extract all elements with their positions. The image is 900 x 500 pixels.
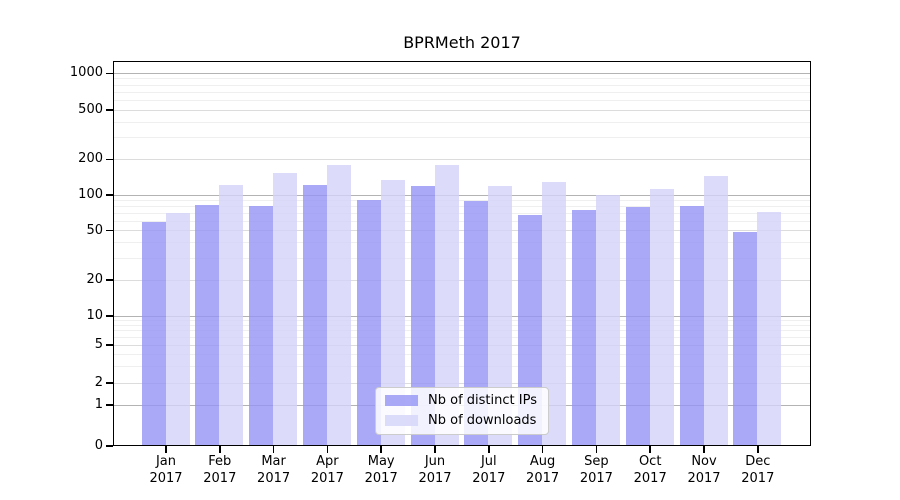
gridline-minor-800 (114, 84, 810, 86)
x-tick-label-dec: Dec 2017 (741, 454, 775, 486)
y-tick-1 (106, 404, 113, 406)
gridline-minor-700 (114, 91, 810, 93)
bar-downloads-sep (595, 194, 620, 445)
y-tick-label-1000: 1000 (69, 65, 103, 81)
x-tick-jan (165, 446, 167, 453)
gridline-minor-600 (114, 99, 810, 101)
x-tick-mar (272, 446, 275, 453)
gridline-minor-6 (114, 336, 810, 338)
bar-ips-oct (625, 207, 650, 445)
y-tick-20 (106, 279, 113, 281)
x-tick-label-may: May 2017 (364, 454, 398, 486)
y-tick-label-100: 100 (78, 187, 103, 202)
y-tick-label-1: 1 (94, 397, 103, 412)
x-tick-dec (757, 446, 759, 453)
x-tick-jun (434, 446, 436, 453)
bar-downloads-dec (757, 211, 782, 445)
x-tick-label-oct: Oct 2017 (633, 454, 667, 486)
x-tick-label-sep: Sep 2017 (579, 454, 613, 486)
gridline-2 (114, 382, 810, 384)
gridline-20 (114, 279, 810, 281)
x-tick-aug (541, 446, 544, 453)
gridline-minor-7 (114, 330, 810, 332)
gridline-minor-300 (114, 136, 810, 138)
bar-ips-mar (249, 205, 274, 445)
gridline-minor-4 (114, 353, 810, 355)
x-tick-apr (326, 446, 329, 453)
y-tick-5 (106, 344, 113, 346)
x-tick-may (380, 446, 382, 453)
y-tick-label-500: 500 (78, 102, 103, 117)
gridline-minor-3 (114, 365, 810, 367)
gridline-50 (114, 230, 810, 232)
legend-swatch-downloads (385, 415, 419, 426)
gridline-minor-90 (114, 199, 810, 201)
bar-downloads-nov (703, 176, 728, 445)
gridline-minor-30 (114, 257, 810, 259)
y-tick-label-2: 2 (94, 375, 103, 390)
bar-ips-jan (141, 221, 166, 445)
legend-label-distinct-ips: Nb of distinct IPs (428, 393, 537, 408)
bar-ips-sep (571, 209, 596, 445)
gridline-minor-900 (114, 78, 810, 80)
x-tick-label-mar: Mar 2017 (257, 454, 291, 486)
y-tick-label-200: 200 (78, 151, 103, 167)
bar-downloads-jan (165, 213, 190, 445)
gridline-minor-70 (114, 212, 810, 214)
legend-label-downloads: Nb of downloads (428, 413, 537, 428)
y-tick-label-5: 5 (94, 337, 103, 352)
y-tick-label-10: 10 (86, 308, 103, 323)
gridline-100 (114, 194, 810, 196)
x-tick-oct (649, 446, 651, 453)
gridline-1000 (114, 72, 810, 74)
gridline-minor-9 (114, 319, 810, 321)
gridline-200 (114, 158, 810, 160)
legend-item-distinct-ips: Nb of distinct IPs (385, 393, 537, 408)
y-tick-100 (106, 194, 113, 196)
gridline-minor-80 (114, 205, 810, 207)
y-tick-label-0: 0 (94, 438, 103, 453)
bar-ips-feb (195, 205, 220, 445)
legend-swatch-distinct-ips (385, 395, 419, 406)
y-tick-10 (106, 315, 113, 317)
x-tick-label-jul: Jul 2017 (472, 454, 506, 486)
x-tick-label-jan: Jan 2017 (149, 454, 183, 486)
y-tick-50 (106, 229, 113, 232)
bar-downloads-mar (273, 172, 298, 445)
x-tick-label-nov: Nov 2017 (687, 454, 721, 486)
y-tick-label-20: 20 (86, 272, 103, 287)
legend: Nb of distinct IPs Nb of downloads (375, 387, 549, 435)
bar-ips-dec (733, 231, 758, 445)
y-tick-1000 (106, 72, 113, 75)
bar-ips-nov (679, 205, 704, 445)
bar-downloads-feb (219, 184, 244, 445)
bar-downloads-oct (649, 188, 674, 445)
gridline-10 (114, 315, 810, 317)
bar-ips-apr (302, 185, 327, 445)
x-tick-label-apr: Apr 2017 (310, 454, 344, 486)
y-tick-2 (106, 382, 113, 384)
gridline-minor-40 (114, 242, 810, 244)
y-tick-0 (106, 445, 113, 447)
x-tick-sep (595, 446, 598, 453)
gridline-minor-8 (114, 324, 810, 326)
x-tick-nov (703, 446, 705, 453)
y-tick-label-50: 50 (86, 222, 103, 238)
legend-item-downloads: Nb of downloads (385, 413, 537, 428)
y-tick-500 (106, 109, 113, 111)
gridline-minor-400 (114, 121, 810, 123)
y-tick-200 (106, 158, 113, 161)
chart-title: BPRMeth 2017 (403, 33, 521, 52)
plot-area: Nb of distinct IPs Nb of downloads (113, 61, 811, 446)
gridline-minor-60 (114, 220, 810, 222)
bar-downloads-apr (326, 164, 351, 445)
x-tick-label-jun: Jun 2017 (418, 454, 452, 486)
gridline-5 (114, 344, 810, 346)
x-tick-jul (488, 446, 490, 453)
gridline-500 (114, 109, 810, 111)
x-tick-label-aug: Aug 2017 (526, 454, 560, 486)
x-tick-label-feb: Feb 2017 (203, 454, 237, 486)
x-tick-feb (219, 446, 221, 453)
